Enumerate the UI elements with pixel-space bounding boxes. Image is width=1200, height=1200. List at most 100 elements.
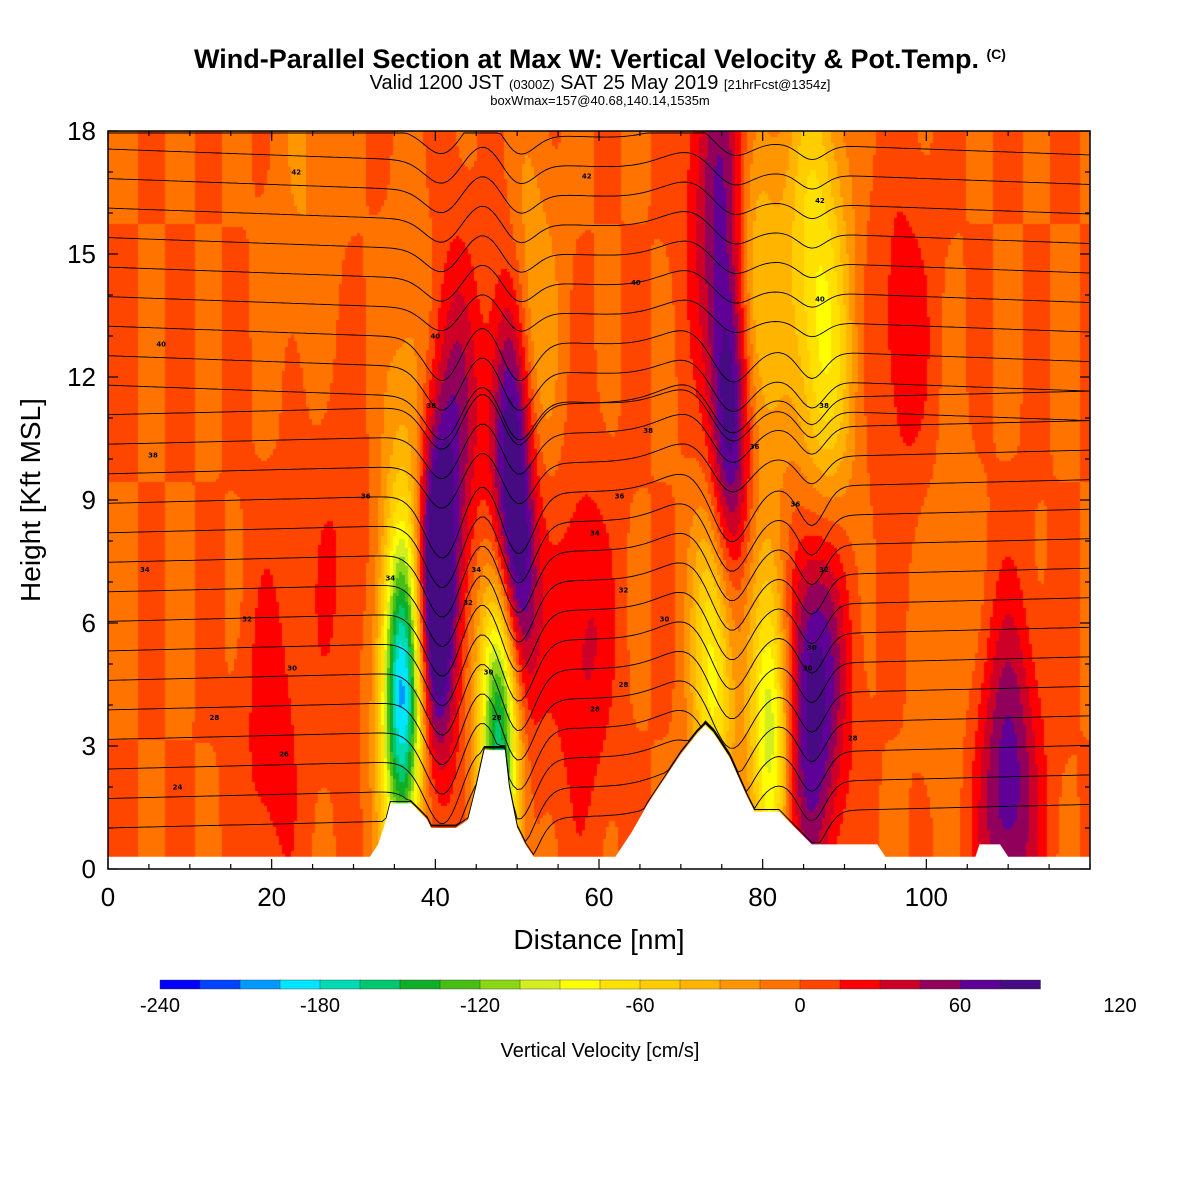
theta-label: 40 bbox=[156, 341, 166, 349]
theta-contour-line bbox=[107, 503, 1091, 589]
theta-label: 34 bbox=[590, 529, 600, 537]
colorbar-swatch bbox=[679, 979, 721, 990]
y-tick-label: 9 bbox=[82, 485, 96, 515]
colorbar-swatch bbox=[279, 979, 321, 990]
theta-label: 32 bbox=[463, 599, 473, 607]
theta-label: 36 bbox=[361, 492, 371, 500]
colorbar-tick-label: -180 bbox=[300, 995, 340, 1017]
theta-contour-line bbox=[107, 650, 1091, 736]
theta-label: 28 bbox=[848, 734, 858, 742]
colorbar-swatch bbox=[359, 979, 401, 990]
theta-contour-line bbox=[107, 710, 1091, 795]
theta-contour-line bbox=[107, 591, 1091, 677]
x-tick-label: 40 bbox=[421, 882, 450, 912]
theta-label: 28 bbox=[590, 706, 600, 714]
chart-title: Wind-Parallel Section at Max W: Vertical… bbox=[0, 44, 1200, 75]
theta-contour-line bbox=[107, 680, 1091, 766]
theta-label: 32 bbox=[819, 566, 829, 574]
colorbar-swatch bbox=[519, 979, 561, 990]
y-tick-label: 12 bbox=[67, 362, 96, 392]
valid-prefix: Valid 1200 JST bbox=[369, 72, 504, 94]
colorbar-swatch bbox=[479, 979, 521, 990]
colorbar-swatch bbox=[599, 979, 641, 990]
theta-contour-line bbox=[107, 176, 1091, 220]
velocity-field bbox=[108, 131, 1090, 869]
valid-utc: (0300Z) bbox=[509, 77, 555, 92]
colorbar: -240 -180 -120 -60 0 60 120 Vertical Velocity [… bbox=[140, 979, 1137, 1062]
colorbar-swatch bbox=[319, 979, 361, 990]
theta-contour-line bbox=[107, 722, 1091, 856]
colorbar-swatch bbox=[879, 979, 921, 990]
colorbar-swatch bbox=[399, 979, 441, 990]
colorbar-swatch bbox=[759, 979, 801, 990]
x-axis-label: Distance [nm] bbox=[513, 924, 684, 955]
y-tick-label: 15 bbox=[67, 239, 96, 269]
colorbar-tick-label: -60 bbox=[626, 995, 655, 1017]
theta-contour-line bbox=[107, 721, 1091, 843]
theta-label: 38 bbox=[426, 402, 436, 410]
x-tick-label: 0 bbox=[101, 882, 115, 912]
theta-label: 42 bbox=[815, 197, 825, 205]
theta-label: 40 bbox=[815, 296, 825, 304]
theta-label: 30 bbox=[484, 669, 494, 677]
theta-labels: 42 42 42 40 40 40 40 38 38 38 38 36 36 36 36 34 34 34 34 32… bbox=[140, 169, 858, 792]
theta-contour-line bbox=[107, 205, 1091, 249]
terrain-mask bbox=[108, 725, 1090, 869]
theta-label: 30 bbox=[803, 665, 813, 673]
chart-title-text: Wind-Parallel Section at Max W: Vertical… bbox=[194, 44, 979, 74]
theta-label: 36 bbox=[750, 443, 760, 451]
theta-contour-line bbox=[107, 384, 1091, 442]
theta-contour-line bbox=[107, 532, 1091, 618]
y-axis-label: Height [Kft MSL] bbox=[15, 398, 46, 602]
x-tick-label: 20 bbox=[257, 882, 286, 912]
theta-label: 30 bbox=[660, 615, 670, 623]
theta-contour-line bbox=[107, 413, 1091, 479]
colorbar-swatch bbox=[159, 979, 201, 990]
y-tick-label: 0 bbox=[82, 854, 96, 884]
theta-contour-line bbox=[107, 325, 1091, 383]
theta-label: 40 bbox=[430, 333, 440, 341]
valid-forecast: [21hrFcst@1354z] bbox=[723, 77, 831, 92]
y-tick-label: 3 bbox=[82, 731, 96, 761]
colorbar-swatch bbox=[439, 979, 481, 990]
colorbar-swatch bbox=[199, 979, 241, 990]
colorbar-swatch bbox=[999, 979, 1041, 990]
theta-contour-line bbox=[107, 443, 1091, 509]
theta-label: 34 bbox=[471, 566, 481, 574]
colorbar-tick-label: 120 bbox=[1103, 995, 1136, 1017]
colorbar-swatch bbox=[559, 979, 601, 990]
valid-date: SAT 25 May 2019 bbox=[560, 72, 719, 94]
theta-label: 34 bbox=[140, 566, 150, 574]
chart-title-mark: (C) bbox=[986, 46, 1006, 62]
velocity-field-raster bbox=[108, 131, 1090, 869]
theta-label: 32 bbox=[619, 587, 629, 595]
colorbar-swatch bbox=[959, 979, 1001, 990]
y-tick-label: 6 bbox=[82, 608, 96, 638]
colorbar-tick-label: -120 bbox=[460, 995, 500, 1017]
theta-label: 30 bbox=[807, 644, 817, 652]
theta-contour-line bbox=[107, 721, 1091, 825]
x-tick-label: 80 bbox=[748, 882, 777, 912]
colorbar-swatch bbox=[239, 979, 281, 990]
theta-label: 26 bbox=[279, 751, 289, 759]
theta-label: 38 bbox=[643, 427, 653, 435]
theta-contour-line bbox=[107, 562, 1091, 648]
colorbar-swatch bbox=[639, 979, 681, 990]
colorbar-tick-label: 0 bbox=[794, 995, 805, 1017]
theta-label: 28 bbox=[619, 681, 629, 689]
theta-contour-line bbox=[107, 146, 1091, 190]
theta-label: 38 bbox=[819, 402, 829, 410]
theta-contour-line bbox=[107, 621, 1091, 707]
box-info-line: boxWmax=157@40.68,140.14,1535m bbox=[490, 93, 710, 108]
x-tick-label: 100 bbox=[905, 882, 948, 912]
colorbar-tick-label: -240 bbox=[140, 995, 180, 1017]
x-tick-label: 60 bbox=[585, 882, 614, 912]
theta-contour-line bbox=[107, 355, 1091, 412]
colorbar-tick-label: 60 bbox=[949, 995, 971, 1017]
y-tick-label: 18 bbox=[67, 116, 96, 146]
theta-label: 28 bbox=[210, 714, 220, 722]
theta-contour-line bbox=[107, 473, 1091, 559]
theta-label: 32 bbox=[242, 615, 252, 623]
